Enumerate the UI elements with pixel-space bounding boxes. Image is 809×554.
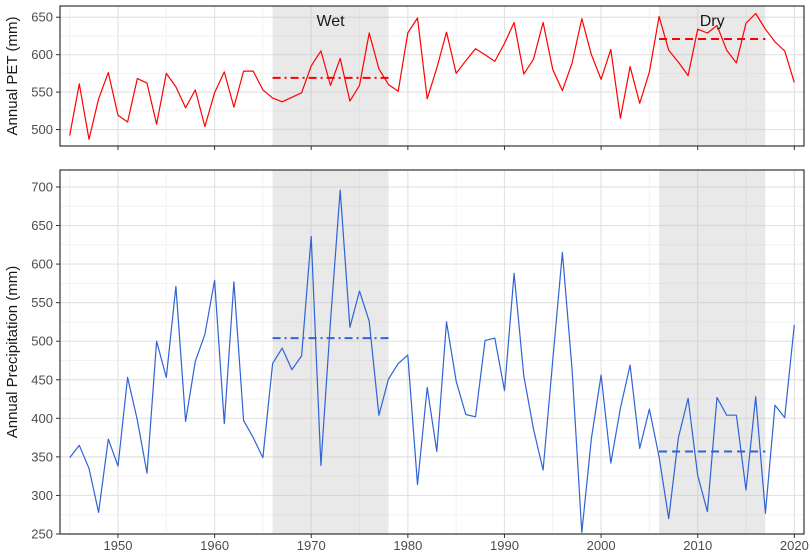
y-tick-label: 500 — [31, 334, 53, 349]
x-tick-label: 1990 — [490, 538, 519, 553]
y-tick-label: 400 — [31, 411, 53, 426]
y-tick-label: 350 — [31, 449, 53, 464]
shaded-period-dry — [659, 170, 766, 534]
x-tick-label: 1950 — [104, 538, 133, 553]
shaded-period-wet — [272, 6, 389, 146]
series-line — [69, 189, 795, 534]
y-tick-label: 250 — [31, 527, 53, 542]
pet-panel: Wet Dry 500 550 600 650 Annual PET (mm) — [4, 5, 805, 150]
x-tick-label: 2010 — [683, 538, 712, 553]
x-tick-label: 2000 — [587, 538, 616, 553]
precipitation-panel: 250 300 350 400 450 500 550 600 650 700 Annual Pre… — [4, 169, 805, 542]
y-tick-label: 450 — [31, 372, 53, 387]
y-tick-label: 650 — [31, 218, 53, 233]
panel-border — [59, 5, 805, 147]
y-tick-label: 600 — [31, 47, 53, 62]
y-tick-label: 600 — [31, 257, 53, 272]
year-axis: 1950 1960 1970 1980 1990 2000 2010 2020 — [104, 538, 809, 553]
y-tick-label: 550 — [31, 85, 53, 100]
panel-border — [59, 169, 805, 535]
y-tick-label: 500 — [31, 122, 53, 137]
y-axis-label: Annual Precipitation (mm) — [4, 266, 21, 439]
x-tick-label: 1960 — [200, 538, 229, 553]
period-label-dry: Dry — [700, 13, 725, 30]
shaded-period-wet — [272, 170, 389, 534]
y-tick-label: 300 — [31, 488, 53, 503]
y-tick-label: 650 — [31, 10, 53, 25]
period-label-wet: Wet — [316, 13, 345, 30]
y-tick-label: 700 — [31, 179, 53, 194]
x-tick-label: 1970 — [297, 538, 326, 553]
y-axis-label: Annual PET (mm) — [4, 17, 21, 136]
series-line — [69, 12, 795, 140]
y-tick-label: 550 — [31, 295, 53, 310]
x-tick-label: 1980 — [393, 538, 422, 553]
x-tick-label: 2020 — [780, 538, 809, 553]
